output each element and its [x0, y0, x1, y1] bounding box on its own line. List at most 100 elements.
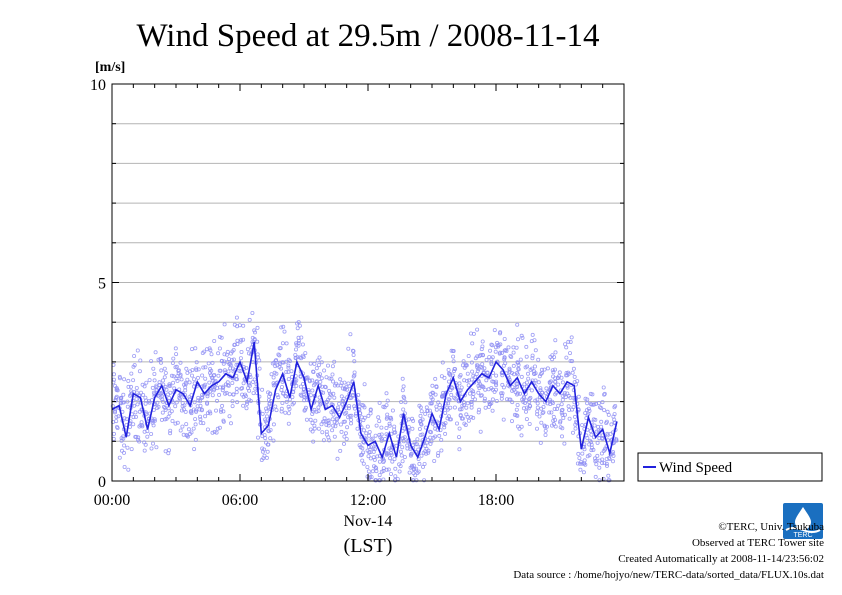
raw-sample-point	[185, 377, 190, 382]
raw-sample-point	[274, 408, 279, 413]
raw-sample-point	[412, 466, 417, 471]
raw-sample-point	[520, 335, 525, 340]
raw-sample-point	[430, 397, 435, 402]
raw-sample-point	[475, 363, 480, 368]
raw-sample-point	[466, 383, 471, 388]
raw-sample-point	[338, 383, 343, 388]
raw-sample-point	[483, 405, 488, 410]
raw-sample-point	[176, 371, 181, 376]
raw-sample-point	[469, 360, 474, 365]
raw-sample-point	[607, 478, 612, 483]
raw-sample-point	[489, 360, 494, 365]
raw-sample-point	[311, 369, 316, 374]
raw-sample-point	[366, 454, 371, 459]
raw-sample-point	[490, 408, 495, 413]
raw-sample-point	[507, 368, 512, 373]
raw-sample-point	[205, 411, 210, 416]
raw-sample-point	[178, 360, 183, 365]
raw-sample-point	[246, 351, 251, 356]
raw-sample-point	[140, 382, 145, 387]
raw-sample-point	[167, 383, 172, 388]
raw-sample-point	[479, 393, 484, 398]
raw-sample-point	[381, 404, 386, 409]
raw-sample-point	[228, 421, 233, 426]
raw-sample-point	[168, 428, 173, 433]
raw-sample-point	[323, 385, 328, 390]
raw-sample-point	[361, 461, 366, 466]
raw-sample-point	[330, 428, 335, 433]
raw-sample-point	[330, 372, 335, 377]
raw-sample-point	[415, 442, 420, 447]
raw-sample-point	[566, 339, 571, 344]
raw-sample-point	[458, 373, 463, 378]
raw-sample-point	[175, 378, 180, 383]
raw-sample-point	[187, 380, 192, 385]
raw-sample-point	[296, 338, 301, 343]
raw-sample-point	[467, 391, 472, 396]
raw-sample-point	[284, 399, 289, 404]
raw-sample-point	[475, 368, 480, 373]
raw-sample-point	[417, 403, 422, 408]
raw-sample-point	[448, 388, 453, 393]
raw-sample-point	[296, 340, 301, 345]
raw-sample-point	[178, 428, 183, 433]
raw-sample-point	[132, 353, 137, 358]
raw-sample-point	[558, 420, 563, 425]
raw-sample-point	[437, 403, 442, 408]
raw-sample-point	[243, 394, 248, 399]
raw-sample-point	[317, 355, 322, 360]
raw-sample-point	[209, 375, 214, 380]
raw-sample-point	[499, 393, 504, 398]
raw-sample-point	[388, 456, 393, 461]
raw-sample-point	[587, 453, 592, 458]
raw-sample-point	[409, 451, 414, 456]
raw-sample-point	[244, 406, 249, 411]
raw-sample-point	[158, 360, 163, 365]
raw-sample-point	[550, 368, 555, 373]
raw-sample-point	[538, 388, 543, 393]
raw-sample-point	[273, 364, 278, 369]
raw-sample-point	[132, 363, 137, 368]
raw-sample-point	[606, 412, 611, 417]
raw-sample-point	[544, 386, 549, 391]
raw-sample-point	[465, 414, 470, 419]
raw-sample-point	[326, 397, 331, 402]
raw-sample-point	[500, 373, 505, 378]
raw-sample-point	[231, 392, 236, 397]
raw-sample-point	[279, 409, 284, 414]
raw-sample-point	[184, 422, 189, 427]
raw-sample-point	[573, 414, 578, 419]
raw-sample-point	[133, 414, 138, 419]
raw-sample-point	[139, 423, 144, 428]
raw-sample-point	[470, 341, 475, 346]
raw-sample-point	[381, 466, 386, 471]
raw-sample-point	[576, 394, 581, 399]
raw-sample-point	[214, 430, 219, 435]
raw-sample-point	[384, 391, 389, 396]
raw-sample-point	[295, 326, 300, 331]
raw-sample-point	[303, 351, 308, 356]
raw-sample-point	[519, 374, 524, 379]
raw-sample-point	[614, 438, 619, 443]
raw-sample-point	[313, 418, 318, 423]
raw-sample-point	[573, 426, 578, 431]
raw-sample-point	[217, 368, 222, 373]
raw-sample-point	[535, 401, 540, 406]
raw-sample-point	[448, 405, 453, 410]
raw-sample-point	[300, 353, 305, 358]
raw-sample-point	[351, 352, 356, 357]
raw-sample-point	[384, 403, 389, 408]
raw-sample-point	[230, 404, 235, 409]
raw-sample-point	[605, 463, 610, 468]
raw-sample-point	[397, 469, 402, 474]
raw-sample-point	[131, 422, 136, 427]
raw-sample-point	[132, 403, 137, 408]
raw-sample-point	[217, 385, 222, 390]
raw-sample-point	[445, 407, 450, 412]
raw-sample-point	[203, 365, 208, 370]
raw-sample-point	[150, 420, 155, 425]
raw-sample-point	[565, 383, 570, 388]
raw-sample-point	[241, 337, 246, 342]
raw-sample-point	[464, 405, 469, 410]
y-axis: 0 5 10	[90, 77, 624, 491]
